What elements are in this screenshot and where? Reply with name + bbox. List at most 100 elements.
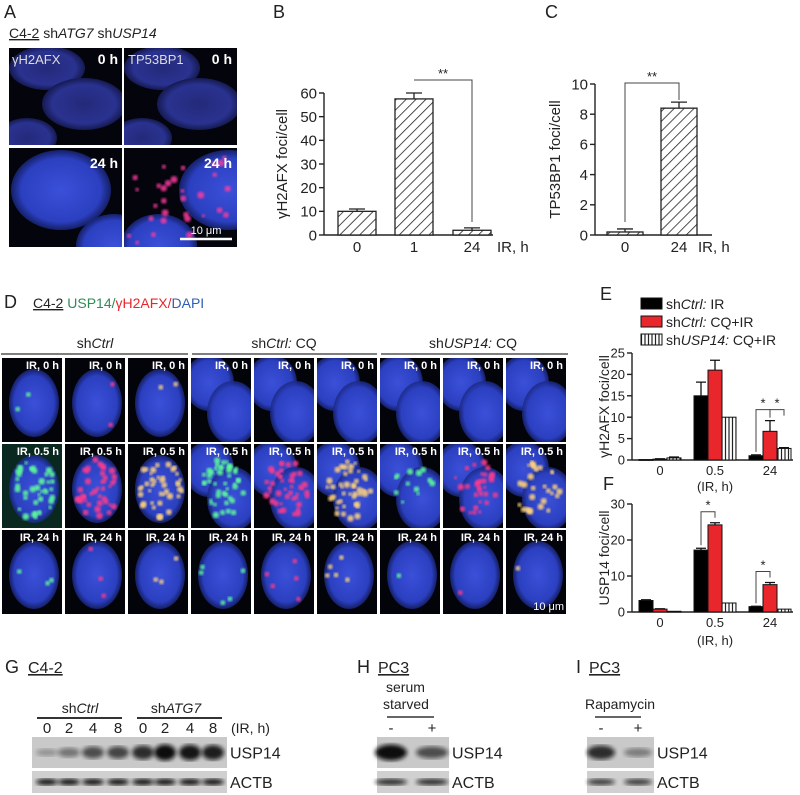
micrograph (191, 530, 251, 614)
focus (202, 481, 207, 486)
legend-swatch (640, 297, 663, 310)
focus (82, 509, 89, 516)
nuclei (2, 444, 62, 528)
nuclei (513, 541, 563, 609)
focus (208, 498, 213, 503)
time-label: IR, 0.5 h (395, 446, 437, 458)
micrograph (124, 148, 237, 247)
focus (394, 473, 400, 479)
focus (295, 492, 299, 496)
focus (341, 491, 346, 496)
x-axis-label: (IR, h) (697, 479, 733, 494)
focus (24, 461, 28, 465)
nucleus (396, 381, 440, 442)
y-tick-label: 20 (611, 533, 625, 548)
focus (44, 472, 49, 477)
blot-band (58, 747, 80, 758)
focus (464, 483, 471, 490)
focus (534, 468, 539, 473)
nucleus (135, 455, 185, 523)
legend-gene: Ctrl: (681, 314, 707, 330)
focus (48, 505, 53, 510)
panel-a-subtitle: C4-2 shATG7 shUSP14 (9, 25, 157, 41)
focus (289, 484, 294, 489)
nucleus (124, 118, 172, 145)
focus (91, 488, 98, 495)
y-tick-label: 40 (300, 133, 317, 150)
focus (96, 500, 103, 507)
stain-gh2afx: γH2AFX/ (116, 295, 172, 311)
focus (225, 508, 231, 514)
focus (222, 155, 227, 161)
group-headers: shCtrl shCtrl: CQ shUSP14: CQ (1, 335, 568, 355)
blot-band (624, 748, 652, 757)
time-label: IR, 0 h (404, 360, 437, 372)
focus (348, 492, 353, 497)
lane-label: - (389, 720, 394, 737)
nuclei (124, 48, 237, 145)
nucleus (261, 541, 311, 609)
bar (693, 549, 709, 613)
significance-marker: * (760, 396, 765, 411)
micrograph (9, 48, 122, 145)
focus (46, 480, 51, 484)
focus (209, 470, 215, 475)
focus (106, 510, 112, 516)
nucleus (333, 381, 377, 442)
bar (776, 447, 792, 461)
legend-condition: CQ+IR (729, 332, 776, 348)
y-tick-label: 10 (611, 569, 625, 584)
focus (150, 466, 157, 474)
time-label: IR, 0 h (467, 360, 500, 372)
nucleus (9, 118, 57, 145)
focus (478, 478, 484, 484)
focus (530, 460, 534, 465)
error-bar (779, 446, 789, 449)
focus (240, 490, 247, 496)
significance-marker: ** (647, 69, 657, 84)
micrograph (254, 358, 314, 442)
focus (132, 174, 138, 181)
focus (110, 503, 117, 510)
focus (102, 479, 107, 484)
blot-band (132, 745, 154, 760)
y-tick-label: 6 (580, 137, 588, 154)
micrograph (317, 358, 377, 442)
blot-label: USP14 (452, 746, 503, 763)
error-bar (710, 522, 720, 525)
x-tick-label: 0.5 (706, 615, 724, 630)
focus (139, 502, 146, 509)
nuclei (254, 358, 314, 442)
focus (227, 596, 233, 602)
focus (96, 512, 103, 520)
focus (97, 461, 104, 468)
focus (459, 506, 466, 512)
x-tick-label: 0 (621, 239, 629, 256)
time-label: IR, 0 h (530, 360, 563, 372)
y-tick-label: 20 (300, 180, 317, 197)
blot-band (107, 746, 129, 759)
focus (472, 462, 477, 467)
micrograph (2, 358, 62, 442)
time-label: IR, 0.5 h (80, 446, 122, 458)
nucleus (522, 381, 566, 442)
nucleus (9, 541, 59, 609)
micrograph (506, 530, 566, 614)
focus (43, 489, 49, 495)
nuclei (261, 541, 311, 609)
focus (285, 461, 292, 468)
y-axis-label: γH2AFX foci/cell (596, 355, 612, 458)
lane-unit: (IR, h) (231, 720, 270, 736)
nucleus (124, 48, 200, 90)
focus (166, 492, 174, 500)
bar (652, 608, 668, 613)
focus (515, 565, 521, 571)
focus (82, 494, 87, 499)
nuclei (443, 444, 503, 528)
lane-label: 8 (209, 720, 217, 737)
focus (277, 474, 282, 479)
focus (219, 509, 226, 516)
focus (472, 510, 477, 515)
cell-line: PC3 (378, 660, 409, 677)
blot-band (202, 778, 224, 786)
